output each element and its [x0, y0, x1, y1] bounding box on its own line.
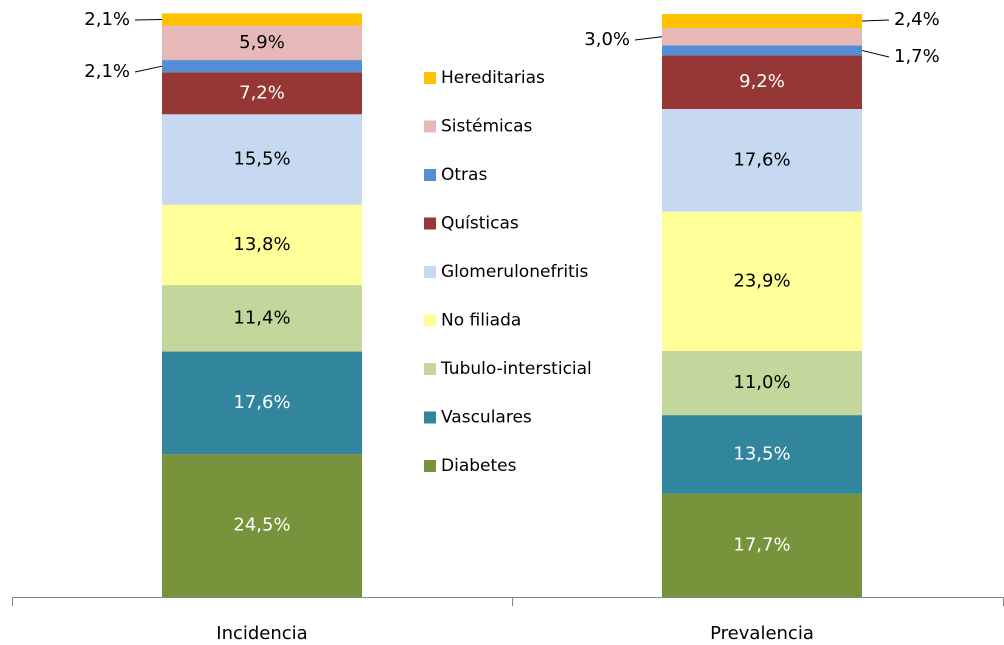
- bar-segment: [662, 14, 862, 28]
- legend-label: Hereditarias: [441, 68, 545, 88]
- data-label: 23,9%: [733, 270, 790, 291]
- data-label: 11,4%: [233, 307, 290, 328]
- leader-line: [861, 49, 890, 58]
- legend-swatch: [424, 72, 436, 84]
- legend-swatch: [424, 266, 436, 278]
- data-label: 24,5%: [233, 515, 290, 536]
- legend-swatch: [424, 460, 436, 472]
- bar-segment: [162, 13, 362, 26]
- legend-label: Tubulo-intersticial: [440, 359, 592, 379]
- legend-label: No filiada: [441, 311, 521, 331]
- data-label: 17,6%: [733, 149, 790, 170]
- bar-segment: [662, 55, 862, 110]
- bar-segment: [162, 285, 362, 352]
- legend-swatch: [424, 169, 436, 181]
- legend-label: Diabetes: [441, 456, 517, 476]
- bar-segment: [662, 493, 862, 597]
- bar-segment: [162, 25, 362, 61]
- legend-label: Quísticas: [441, 214, 519, 234]
- legend-swatch: [424, 411, 436, 424]
- legend-swatch: [424, 217, 436, 230]
- bar-segment: [662, 211, 862, 351]
- x-tick-label: Incidencia: [216, 623, 307, 644]
- legend-label: Glomerulonefritis: [441, 262, 589, 282]
- x-tick-label: Prevalencia: [710, 623, 814, 644]
- data-label: 2,1%: [84, 61, 130, 82]
- data-label: 2,4%: [894, 9, 940, 30]
- bar-segment: [162, 72, 362, 115]
- bar-segment: [662, 45, 862, 56]
- legend-swatch: [424, 314, 436, 327]
- data-label: 13,8%: [233, 234, 290, 255]
- data-label: 17,6%: [233, 392, 290, 413]
- legend-swatch: [424, 363, 436, 375]
- legend-label: Vasculares: [441, 408, 532, 428]
- data-label: 3,0%: [584, 29, 630, 50]
- bar-segment: [662, 415, 862, 494]
- bar-segment: [162, 454, 362, 597]
- legend-label: Otras: [441, 165, 487, 185]
- legend-label: Sistémicas: [441, 117, 533, 137]
- leader-line: [861, 19, 890, 22]
- data-label: 7,2%: [239, 82, 285, 103]
- data-label: 5,9%: [239, 32, 285, 53]
- bar-segment: [662, 27, 862, 46]
- data-label: 2,1%: [84, 9, 130, 30]
- bar-segment: [162, 114, 362, 205]
- bar-segment: [162, 351, 362, 455]
- data-label: 11,0%: [733, 372, 790, 393]
- legend-swatch: [424, 120, 436, 133]
- data-label: 15,5%: [233, 148, 290, 169]
- bar-segment: [162, 204, 362, 286]
- data-label: 9,2%: [739, 71, 785, 92]
- bar-segment: [662, 350, 862, 416]
- data-label: 17,7%: [733, 534, 790, 555]
- bar-segment: [662, 109, 862, 212]
- leader-line: [634, 36, 663, 41]
- leader-line: [134, 65, 163, 73]
- data-label: 1,7%: [894, 46, 940, 67]
- data-label: 13,5%: [733, 443, 790, 464]
- bar-segment: [162, 60, 362, 73]
